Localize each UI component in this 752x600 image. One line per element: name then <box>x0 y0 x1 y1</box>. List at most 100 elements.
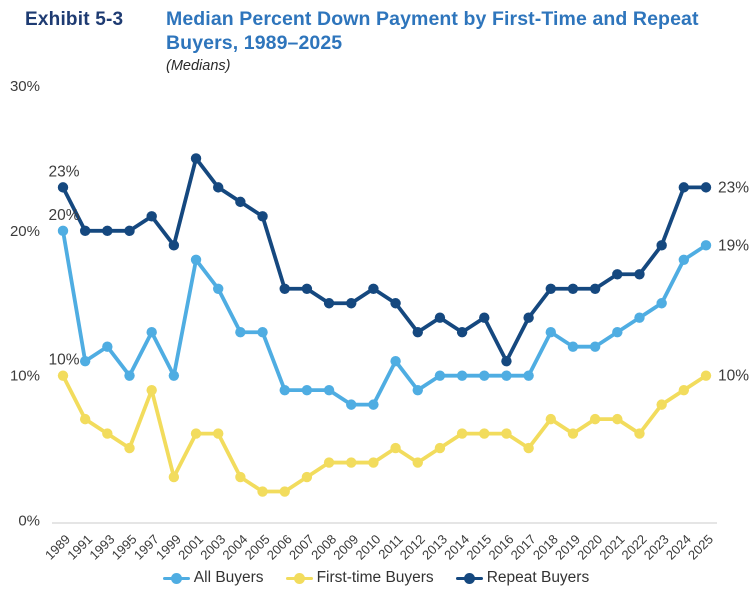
data-point-repeat-buyers <box>412 327 423 338</box>
data-point-all-buyers <box>57 225 69 237</box>
data-point-repeat-buyers <box>146 211 157 222</box>
data-point-all-buyers <box>301 384 313 396</box>
data-point-repeat-buyers <box>456 327 468 338</box>
data-point-first-time-buyers <box>479 428 490 439</box>
data-point-first-time-buyers <box>434 442 446 454</box>
chart-subtitle: (Medians) <box>166 58 231 74</box>
data-point-first-time-buyers <box>368 457 379 468</box>
data-point-all-buyers <box>456 370 468 381</box>
data-point-repeat-buyers <box>301 283 313 294</box>
data-point-repeat-buyers <box>190 153 202 164</box>
data-point-all-buyers <box>523 370 534 381</box>
data-point-first-time-buyers <box>213 428 224 439</box>
data-point-all-buyers <box>102 341 113 352</box>
data-point-first-time-buyers <box>146 384 157 396</box>
data-point-all-buyers <box>700 240 712 251</box>
data-point-first-time-buyers <box>102 428 113 439</box>
data-point-all-buyers <box>323 384 335 396</box>
data-point-first-time-buyers <box>456 428 468 439</box>
data-point-repeat-buyers <box>390 298 401 309</box>
data-point-first-time-buyers <box>190 428 202 439</box>
data-point-repeat-buyers <box>545 283 556 294</box>
data-point-all-buyers <box>235 327 246 338</box>
series-line-first-time-buyers <box>61 373 708 494</box>
data-point-first-time-buyers <box>589 413 601 425</box>
data-point-first-time-buyers <box>390 442 401 454</box>
legend-label-all-buyers: All Buyers <box>193 569 264 586</box>
data-point-repeat-buyers <box>213 182 224 193</box>
data-point-all-buyers <box>213 283 224 294</box>
data-point-repeat-buyers <box>479 312 490 323</box>
data-point-first-time-buyers <box>323 457 335 468</box>
data-point-first-time-buyers <box>678 384 690 396</box>
data-point-all-buyers <box>346 399 357 410</box>
data-point-repeat-buyers <box>434 312 446 323</box>
data-point-first-time-buyers <box>545 413 556 425</box>
legend-label-first-time-buyers: First-time Buyers <box>316 569 434 586</box>
data-point-repeat-buyers <box>612 269 623 280</box>
series-line-all-buyers <box>61 228 708 407</box>
series-line-repeat-buyers <box>61 156 708 364</box>
data-point-first-time-buyers <box>57 370 69 381</box>
data-point-all-buyers <box>567 341 579 352</box>
left-value-label: 20% <box>48 207 79 224</box>
data-point-first-time-buyers <box>567 428 579 439</box>
data-point-first-time-buyers <box>235 471 246 483</box>
data-point-first-time-buyers <box>168 471 180 483</box>
legend-label-repeat-buyers: Repeat Buyers <box>486 569 590 586</box>
data-point-first-time-buyers <box>279 486 290 497</box>
repeat-buyers-line-marker-icon <box>455 572 483 584</box>
legend-item-first-time-buyers: First-time Buyers <box>285 569 434 587</box>
y-axis-tick-label: 30% <box>10 78 40 95</box>
data-point-repeat-buyers <box>656 240 667 251</box>
down-payment-line-chart: 30%20%10%0%19891991199319951997199920012… <box>10 78 749 563</box>
data-point-first-time-buyers <box>634 428 645 439</box>
data-point-first-time-buyers <box>346 457 357 468</box>
data-point-repeat-buyers <box>124 225 135 237</box>
data-point-first-time-buyers <box>700 370 712 381</box>
data-point-repeat-buyers <box>567 283 579 294</box>
data-point-repeat-buyers <box>501 355 512 367</box>
right-value-label: 23% <box>718 179 749 196</box>
data-point-all-buyers <box>656 298 667 309</box>
data-point-repeat-buyers <box>634 269 645 280</box>
data-point-repeat-buyers <box>589 283 601 294</box>
data-point-repeat-buyers <box>235 196 246 208</box>
data-point-all-buyers <box>634 312 645 323</box>
right-value-label: 19% <box>718 237 749 254</box>
data-point-all-buyers <box>257 327 268 338</box>
data-point-all-buyers <box>479 370 490 381</box>
data-point-all-buyers <box>678 254 690 265</box>
data-point-first-time-buyers <box>257 486 268 497</box>
y-axis-tick-label: 10% <box>10 368 40 385</box>
left-value-label: 23% <box>48 163 79 180</box>
data-point-repeat-buyers <box>323 298 335 309</box>
data-point-first-time-buyers <box>412 457 423 468</box>
first-time-buyers-line-marker-icon <box>285 572 313 584</box>
chart-legend: All Buyers First-time Buyers Repeat Buye… <box>0 569 752 587</box>
legend-item-repeat-buyers: Repeat Buyers <box>455 569 590 587</box>
data-point-all-buyers <box>190 254 202 265</box>
data-point-first-time-buyers <box>656 399 667 410</box>
data-point-all-buyers <box>279 384 290 396</box>
data-point-repeat-buyers <box>102 225 113 237</box>
data-point-all-buyers <box>368 399 379 410</box>
data-point-all-buyers <box>612 327 623 338</box>
x-axis-year-label: 2025 <box>685 532 716 563</box>
data-point-repeat-buyers <box>168 240 180 251</box>
y-axis-tick-label: 20% <box>10 223 40 240</box>
data-point-first-time-buyers <box>612 413 623 425</box>
exhibit-label: Exhibit 5-3 <box>25 9 124 30</box>
data-point-all-buyers <box>146 327 157 338</box>
data-point-all-buyers <box>545 327 556 338</box>
data-point-all-buyers <box>124 370 135 381</box>
data-point-all-buyers <box>79 355 91 367</box>
data-point-repeat-buyers <box>79 225 91 237</box>
data-point-all-buyers <box>434 370 446 381</box>
data-point-repeat-buyers <box>523 312 534 323</box>
left-value-label: 10% <box>48 352 79 369</box>
data-point-repeat-buyers <box>57 182 69 193</box>
all-buyers-line-marker-icon <box>162 572 190 584</box>
y-axis-tick-label: 0% <box>18 513 40 530</box>
title-block: Median Percent Down Payment by First-Tim… <box>166 7 736 74</box>
